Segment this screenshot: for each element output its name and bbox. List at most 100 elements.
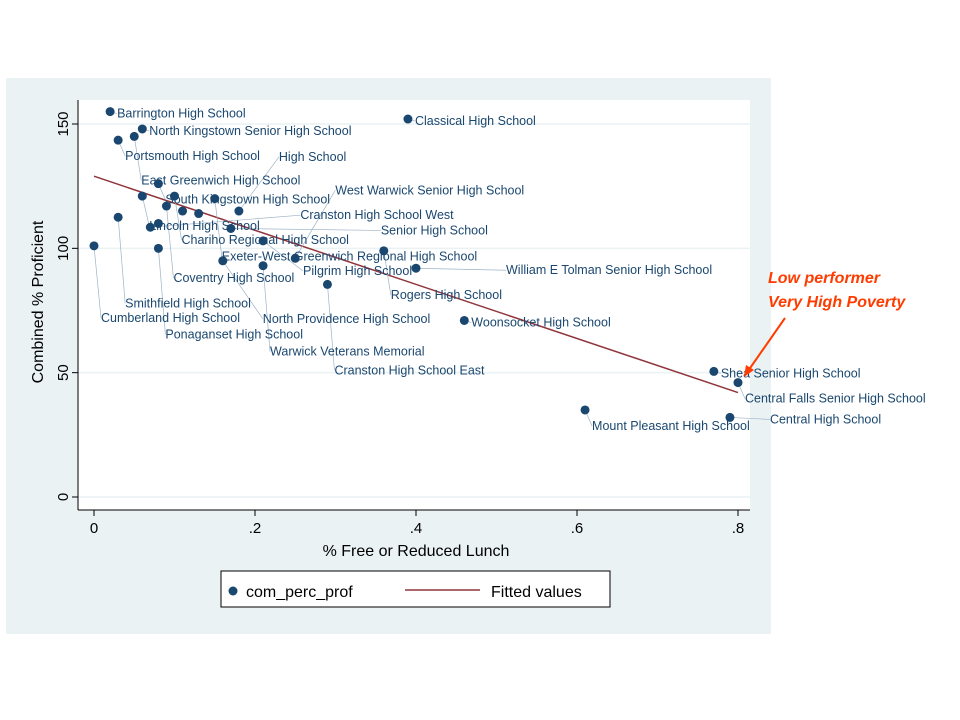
label-leader-line	[133, 136, 142, 181]
x-axis-label: % Free or Reduced Lunch	[323, 543, 510, 560]
x-tick-label: .4	[410, 520, 423, 537]
point-label: Pilgrim High School	[303, 264, 412, 278]
data-point	[733, 378, 743, 388]
legend-marker	[228, 586, 238, 596]
data-point	[170, 191, 179, 201]
x-tick-label: .8	[732, 520, 745, 537]
label-leader-line	[327, 284, 335, 371]
point-label: Exeter-West Greenwich Regional High Scho…	[222, 250, 477, 264]
point-label: Rogers High School	[391, 288, 502, 302]
data-point	[153, 218, 163, 228]
label-leader-line	[729, 417, 770, 420]
point-label: North Kingstown Senior High School	[149, 124, 351, 138]
data-point	[258, 261, 268, 271]
data-point	[218, 256, 228, 266]
point-label: Smithfield High School	[125, 296, 251, 310]
annotation-arrowhead	[744, 365, 754, 377]
legend-label: Fitted values	[491, 584, 582, 601]
point-label: Mount Pleasant High School	[592, 419, 750, 433]
data-point	[153, 243, 163, 253]
data-point	[234, 206, 244, 216]
legend-label: com_perc_prof	[246, 584, 353, 601]
label-leader-line	[93, 245, 102, 318]
data-point	[709, 366, 719, 376]
label-leader-line	[262, 240, 304, 272]
data-point	[113, 212, 123, 222]
point-label: Central Falls Senior High School	[745, 392, 926, 406]
data-point	[459, 315, 469, 325]
label-leader-line	[174, 196, 182, 241]
data-point	[137, 191, 147, 201]
point-label: Central High School	[770, 412, 881, 426]
data-point	[137, 124, 147, 134]
point-label: Cranston High School West	[300, 208, 454, 222]
label-leader-line	[238, 156, 280, 212]
label-leader-line	[158, 248, 166, 335]
y-tick-label: 0	[55, 493, 72, 501]
label-leader-line	[141, 196, 150, 227]
data-point	[145, 222, 155, 232]
data-point	[89, 241, 99, 251]
label-leader-line	[150, 214, 301, 228]
data-point	[258, 236, 268, 246]
y-tick-label: 100	[55, 236, 72, 261]
data-point	[580, 405, 590, 415]
label-leader-line	[383, 250, 392, 295]
data-point	[113, 135, 123, 145]
point-label: West Warwick Senior High School	[335, 183, 524, 197]
data-point	[379, 246, 389, 256]
y-tick-label: 50	[55, 364, 72, 381]
data-point	[161, 201, 171, 211]
annotation-line-2: Very High Poverty	[768, 294, 906, 311]
point-label: Classical High School	[415, 114, 536, 128]
label-leader-line	[166, 206, 174, 279]
data-point	[194, 209, 204, 219]
label-leader-line	[222, 260, 264, 319]
point-label: Cranston High School East	[334, 363, 485, 377]
point-label: High School	[279, 150, 346, 164]
data-point	[411, 263, 421, 273]
data-point	[178, 206, 188, 216]
point-label: Warwick Veterans Memorial	[270, 345, 424, 359]
data-point	[403, 114, 413, 124]
point-label: Barrington High School	[117, 107, 246, 121]
data-point	[226, 223, 236, 233]
point-label: Chariho Regional High School	[182, 233, 349, 247]
data-point	[210, 194, 220, 204]
y-axis-label: Combined % Proficient	[30, 220, 47, 383]
label-leader-line	[294, 190, 336, 259]
point-label: Portsmouth High School	[125, 149, 260, 163]
point-label: Ponaganset High School	[165, 327, 303, 341]
x-tick-label: 0	[90, 520, 98, 537]
point-label: Woonsocket High School	[471, 315, 610, 329]
data-point	[129, 131, 139, 141]
label-leader-line	[415, 267, 507, 271]
y-tick-label: 150	[55, 111, 72, 136]
annotation-line-1: Low performer	[768, 270, 881, 287]
x-tick-label: .6	[571, 520, 584, 537]
x-tick-label: .2	[249, 520, 262, 537]
data-point	[153, 179, 163, 189]
legend-box	[220, 570, 611, 608]
label-leader-line	[230, 228, 381, 231]
label-leader-line	[214, 198, 223, 257]
point-label: South Kingstown High School	[165, 193, 330, 207]
leader-lines	[93, 111, 770, 427]
data-point	[322, 279, 332, 289]
point-label: Coventry High School	[173, 271, 294, 285]
point-label: North Providence High School	[263, 312, 430, 326]
data-point	[725, 412, 735, 422]
point-label: Cumberland High School	[101, 311, 240, 325]
point-label: Shea Senior High School	[721, 366, 861, 380]
point-label: William E Tolman Senior High School	[506, 263, 712, 277]
plot-area	[78, 100, 750, 510]
point-label: Senior High School	[381, 223, 488, 237]
label-leader-line	[117, 217, 126, 304]
label-leader-line	[262, 265, 271, 352]
annotation-arrow	[747, 317, 786, 372]
point-label: Lincoln High School	[149, 219, 259, 233]
data-point	[290, 253, 300, 263]
point-label: East Greenwich High School	[141, 173, 300, 187]
data-point	[105, 107, 115, 117]
